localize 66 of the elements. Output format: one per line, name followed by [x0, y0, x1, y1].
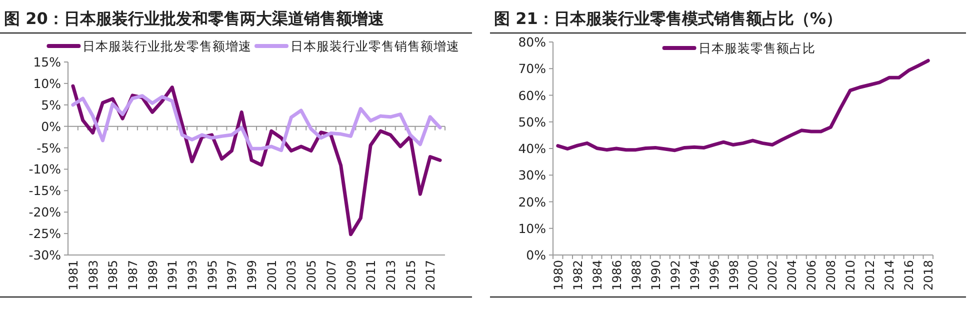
y-tick-label: 50% [518, 114, 546, 130]
x-tick-label: 1989 [146, 260, 160, 291]
y-tick-label: 70% [518, 61, 546, 76]
y-tick-label: 30% [518, 168, 546, 183]
x-tick-label: 2006 [804, 260, 819, 291]
x-tick-label: 2015 [404, 260, 418, 291]
chart-title: 图 21：日本服装行业零售模式销售额占比（%） [494, 9, 842, 28]
x-tick-label: 2005 [304, 260, 319, 291]
y-tick-label: 80% [518, 34, 546, 50]
x-tick-label: 1985 [106, 260, 120, 291]
x-tick-label: 2007 [324, 260, 338, 291]
legend-label: 日本服装行业批发零售额增速 [82, 38, 252, 54]
x-tick-label: 1997 [225, 260, 240, 291]
y-tick-label: 15% [33, 54, 62, 70]
x-tick-label: 2009 [344, 260, 358, 291]
x-tick-label: 1990 [648, 260, 663, 291]
x-tick-label: 1991 [166, 260, 180, 291]
x-tick-label: 2010 [844, 260, 858, 291]
x-tick-label: 2016 [902, 260, 916, 291]
x-tick-label: 1986 [610, 260, 624, 291]
x-tick-label: 2017 [424, 260, 438, 291]
y-tick-label: 5% [41, 97, 62, 112]
x-tick-label: 1980 [551, 260, 566, 291]
x-tick-label: 1983 [86, 260, 100, 291]
y-tick-label: 10% [518, 220, 546, 236]
x-tick-label: 2000 [746, 260, 760, 291]
y-tick-label: -20% [28, 204, 62, 220]
x-tick-label: 2011 [364, 260, 378, 291]
y-tick-label: -10% [28, 162, 62, 177]
legend-日本服装行业批发零售额增速: 日本服装行业批发零售额增速 [46, 38, 252, 54]
y-tick-label: 0% [41, 118, 62, 134]
x-tick-label: 1987 [126, 260, 140, 291]
x-tick-label: 1998 [726, 260, 741, 291]
chart-title: 图 20：日本服装行业批发和零售两大渠道销售额增速 [4, 9, 385, 28]
x-tick-label: 1993 [186, 260, 200, 291]
x-tick-label: 2008 [824, 260, 838, 291]
x-tick-label: 1996 [707, 260, 722, 291]
x-tick-label: 1995 [205, 260, 220, 291]
x-tick-label: 2001 [264, 260, 279, 291]
x-tick-label: 1984 [590, 260, 604, 291]
x-tick-label: 2012 [863, 260, 878, 291]
x-tick-label: 1992 [668, 260, 682, 291]
x-tick-label: 1982 [570, 260, 585, 291]
legend-label: 日本服装行业零售销售额增速 [290, 38, 460, 54]
y-tick-label: 20% [518, 194, 546, 210]
y-tick-label: -15% [28, 183, 62, 198]
x-tick-label: 2003 [284, 260, 299, 291]
x-tick-label: 2018 [922, 260, 936, 291]
y-tick-label: -30% [28, 248, 62, 262]
x-tick-label: 2004 [785, 260, 800, 291]
x-tick-label: 2002 [766, 260, 780, 291]
x-tick-label: 1999 [245, 260, 260, 291]
y-tick-label: 60% [518, 88, 546, 103]
y-tick-label: 0% [526, 248, 546, 262]
legend-日本服装行业零售销售额增速: 日本服装行业零售销售额增速 [254, 38, 460, 54]
x-tick-label: 1994 [688, 260, 702, 291]
x-tick-label: 2014 [882, 260, 897, 291]
x-tick-label: 1988 [629, 260, 644, 291]
y-tick-label: -5% [36, 140, 62, 156]
legend-日本服装零售额占比: 日本服装零售额占比 [662, 40, 816, 56]
y-tick-label: -25% [28, 226, 62, 242]
x-tick-label: 1981 [66, 260, 80, 291]
legend-label: 日本服装零售额占比 [698, 40, 816, 56]
x-tick-label: 2013 [384, 260, 398, 291]
y-tick-label: 10% [33, 76, 62, 91]
y-tick-label: 40% [518, 141, 546, 156]
